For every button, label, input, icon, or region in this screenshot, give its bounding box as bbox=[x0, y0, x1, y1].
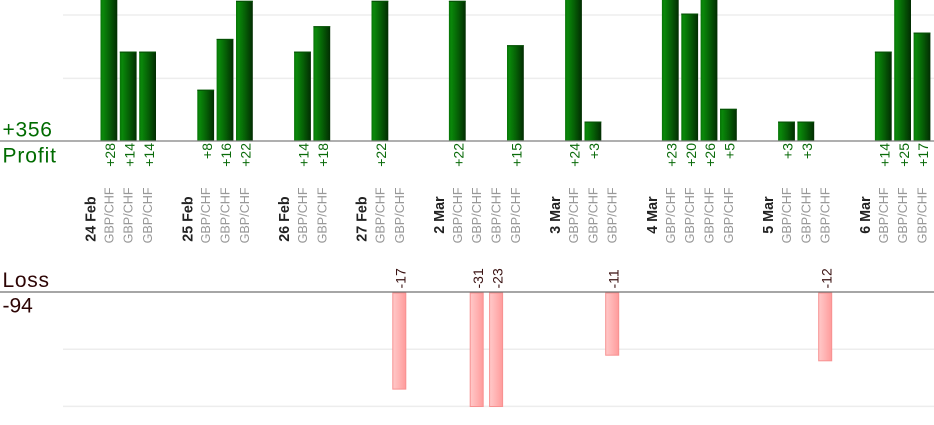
svg-text:+356: +356 bbox=[3, 119, 53, 142]
svg-text:GBP/CHF: GBP/CHF bbox=[238, 187, 252, 243]
svg-text:26 Feb: 26 Feb bbox=[277, 196, 293, 242]
svg-text:GBP/CHF: GBP/CHF bbox=[896, 187, 910, 243]
svg-text:+28: +28 bbox=[102, 143, 118, 167]
svg-text:+3: +3 bbox=[780, 143, 796, 159]
svg-text:+16: +16 bbox=[218, 143, 234, 167]
svg-text:GBP/CHF: GBP/CHF bbox=[102, 187, 116, 243]
svg-text:-11: -11 bbox=[605, 269, 621, 288]
svg-text:GBP/CHF: GBP/CHF bbox=[122, 187, 136, 243]
svg-text:+18: +18 bbox=[315, 143, 331, 167]
svg-text:Loss: Loss bbox=[3, 269, 50, 292]
svg-text:GBP/CHF: GBP/CHF bbox=[296, 187, 310, 243]
svg-text:GBP/CHF: GBP/CHF bbox=[141, 187, 155, 243]
svg-text:+20: +20 bbox=[683, 143, 699, 167]
svg-text:2 Mar: 2 Mar bbox=[432, 196, 448, 234]
svg-text:GBP/CHF: GBP/CHF bbox=[722, 187, 736, 243]
svg-text:GBP/CHF: GBP/CHF bbox=[567, 187, 581, 243]
svg-text:4 Mar: 4 Mar bbox=[645, 196, 661, 234]
svg-text:+8: +8 bbox=[199, 143, 215, 159]
svg-text:GBP/CHF: GBP/CHF bbox=[703, 187, 717, 243]
svg-text:-94: -94 bbox=[3, 295, 34, 318]
svg-text:GBP/CHF: GBP/CHF bbox=[451, 187, 465, 243]
svg-text:+25: +25 bbox=[896, 143, 912, 167]
svg-text:+5: +5 bbox=[722, 143, 738, 159]
svg-text:GBP/CHF: GBP/CHF bbox=[780, 187, 794, 243]
svg-text:-23: -23 bbox=[489, 268, 505, 288]
svg-text:6 Mar: 6 Mar bbox=[858, 196, 874, 234]
svg-text:+14: +14 bbox=[121, 143, 137, 167]
svg-text:GBP/CHF: GBP/CHF bbox=[199, 187, 213, 243]
svg-text:-12: -12 bbox=[818, 268, 834, 288]
svg-text:GBP/CHF: GBP/CHF bbox=[664, 187, 678, 243]
svg-text:GBP/CHF: GBP/CHF bbox=[373, 187, 387, 243]
svg-text:+22: +22 bbox=[451, 143, 467, 167]
svg-text:GBP/CHF: GBP/CHF bbox=[877, 187, 891, 243]
svg-text:3 Mar: 3 Mar bbox=[548, 196, 564, 234]
svg-text:+3: +3 bbox=[799, 143, 815, 159]
svg-text:5 Mar: 5 Mar bbox=[761, 196, 777, 234]
svg-text:GBP/CHF: GBP/CHF bbox=[509, 187, 523, 243]
svg-text:GBP/CHF: GBP/CHF bbox=[606, 187, 620, 243]
svg-text:GBP/CHF: GBP/CHF bbox=[683, 187, 697, 243]
svg-text:GBP/CHF: GBP/CHF bbox=[819, 187, 833, 243]
svg-text:+24: +24 bbox=[567, 143, 583, 167]
svg-text:27 Feb: 27 Feb bbox=[355, 196, 371, 242]
svg-text:+23: +23 bbox=[664, 143, 680, 167]
svg-text:GBP/CHF: GBP/CHF bbox=[470, 187, 484, 243]
svg-text:+22: +22 bbox=[238, 143, 254, 167]
svg-text:GBP/CHF: GBP/CHF bbox=[490, 187, 504, 243]
svg-text:+15: +15 bbox=[509, 143, 525, 167]
svg-text:GBP/CHF: GBP/CHF bbox=[799, 187, 813, 243]
svg-text:GBP/CHF: GBP/CHF bbox=[219, 187, 233, 243]
svg-text:+14: +14 bbox=[141, 143, 157, 167]
svg-text:-31: -31 bbox=[470, 268, 486, 288]
svg-text:24 Feb: 24 Feb bbox=[84, 196, 100, 242]
svg-text:+3: +3 bbox=[586, 143, 602, 159]
svg-text:+26: +26 bbox=[702, 143, 718, 167]
svg-text:+22: +22 bbox=[373, 143, 389, 167]
svg-text:GBP/CHF: GBP/CHF bbox=[916, 187, 930, 243]
svg-text:+17: +17 bbox=[915, 143, 931, 167]
svg-text:GBP/CHF: GBP/CHF bbox=[315, 187, 329, 243]
svg-text:+14: +14 bbox=[877, 143, 893, 167]
svg-text:-17: -17 bbox=[393, 268, 409, 288]
svg-text:Profit: Profit bbox=[3, 144, 57, 167]
svg-text:GBP/CHF: GBP/CHF bbox=[586, 187, 600, 243]
svg-text:25 Feb: 25 Feb bbox=[180, 196, 196, 242]
svg-text:GBP/CHF: GBP/CHF bbox=[393, 187, 407, 243]
svg-text:+14: +14 bbox=[296, 143, 312, 167]
